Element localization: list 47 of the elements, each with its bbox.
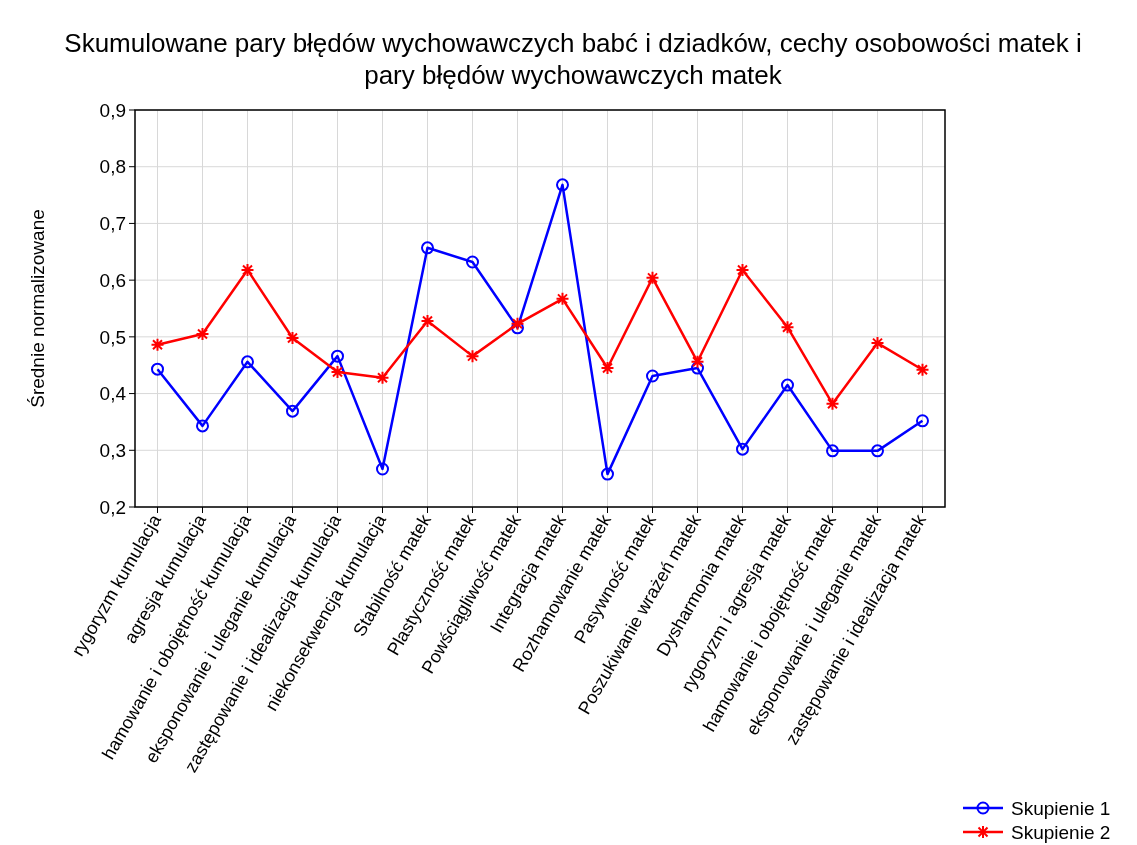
chart-title: Skumulowane pary błędów wychowawczych babć i dziadków, cechy osobowości matek i pary błędów wychowawczych matek: [64, 28, 1082, 90]
point: [691, 361, 704, 375]
point: [646, 369, 659, 383]
point: [645, 270, 660, 285]
point: [330, 365, 345, 380]
point: [285, 330, 300, 345]
point: [781, 378, 794, 392]
point: [151, 362, 164, 376]
point: [915, 362, 930, 377]
y-tick-label: 0,8: [99, 156, 126, 178]
point: [690, 354, 705, 369]
point: [826, 444, 839, 458]
point: [420, 313, 435, 328]
y-tick-label: 0,2: [99, 496, 126, 518]
y-tick-label: 0,4: [99, 383, 127, 405]
point: [601, 467, 614, 481]
point: [556, 178, 569, 192]
legend-label: Skupienie 1: [1011, 797, 1111, 819]
point: [735, 262, 750, 277]
point: [421, 241, 434, 255]
legend-label: Skupienie 2: [1011, 821, 1111, 843]
point: [510, 316, 525, 331]
point: [871, 444, 884, 458]
point: [241, 355, 254, 369]
y-axis-title: Średnie normalizowane: [27, 209, 48, 408]
y-tick-label: 0,5: [99, 326, 126, 348]
point: [195, 327, 210, 342]
y-tick-label: 0,6: [99, 269, 126, 291]
point: [870, 336, 885, 351]
point: [916, 414, 929, 428]
point: [736, 442, 749, 456]
point: [240, 262, 255, 277]
point: [780, 320, 795, 335]
point: [150, 337, 165, 352]
point: [375, 370, 390, 385]
point: [196, 419, 209, 433]
y-tick-label: 0,9: [99, 99, 126, 121]
point: [600, 361, 615, 376]
point: [825, 396, 840, 411]
point: [331, 349, 344, 363]
point: [376, 462, 389, 476]
point: [466, 255, 479, 269]
y-tick-label: 0,3: [99, 439, 126, 461]
point: [465, 349, 480, 364]
y-tick-label: 0,7: [99, 213, 126, 235]
point: [286, 404, 299, 418]
point: [555, 291, 570, 306]
